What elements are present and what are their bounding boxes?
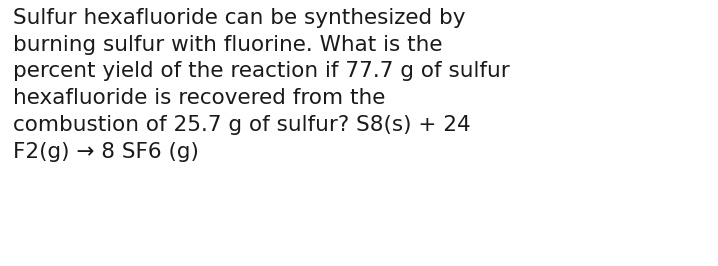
Text: Sulfur hexafluoride can be synthesized by
burning sulfur with fluorine. What is : Sulfur hexafluoride can be synthesized b…	[13, 8, 510, 161]
